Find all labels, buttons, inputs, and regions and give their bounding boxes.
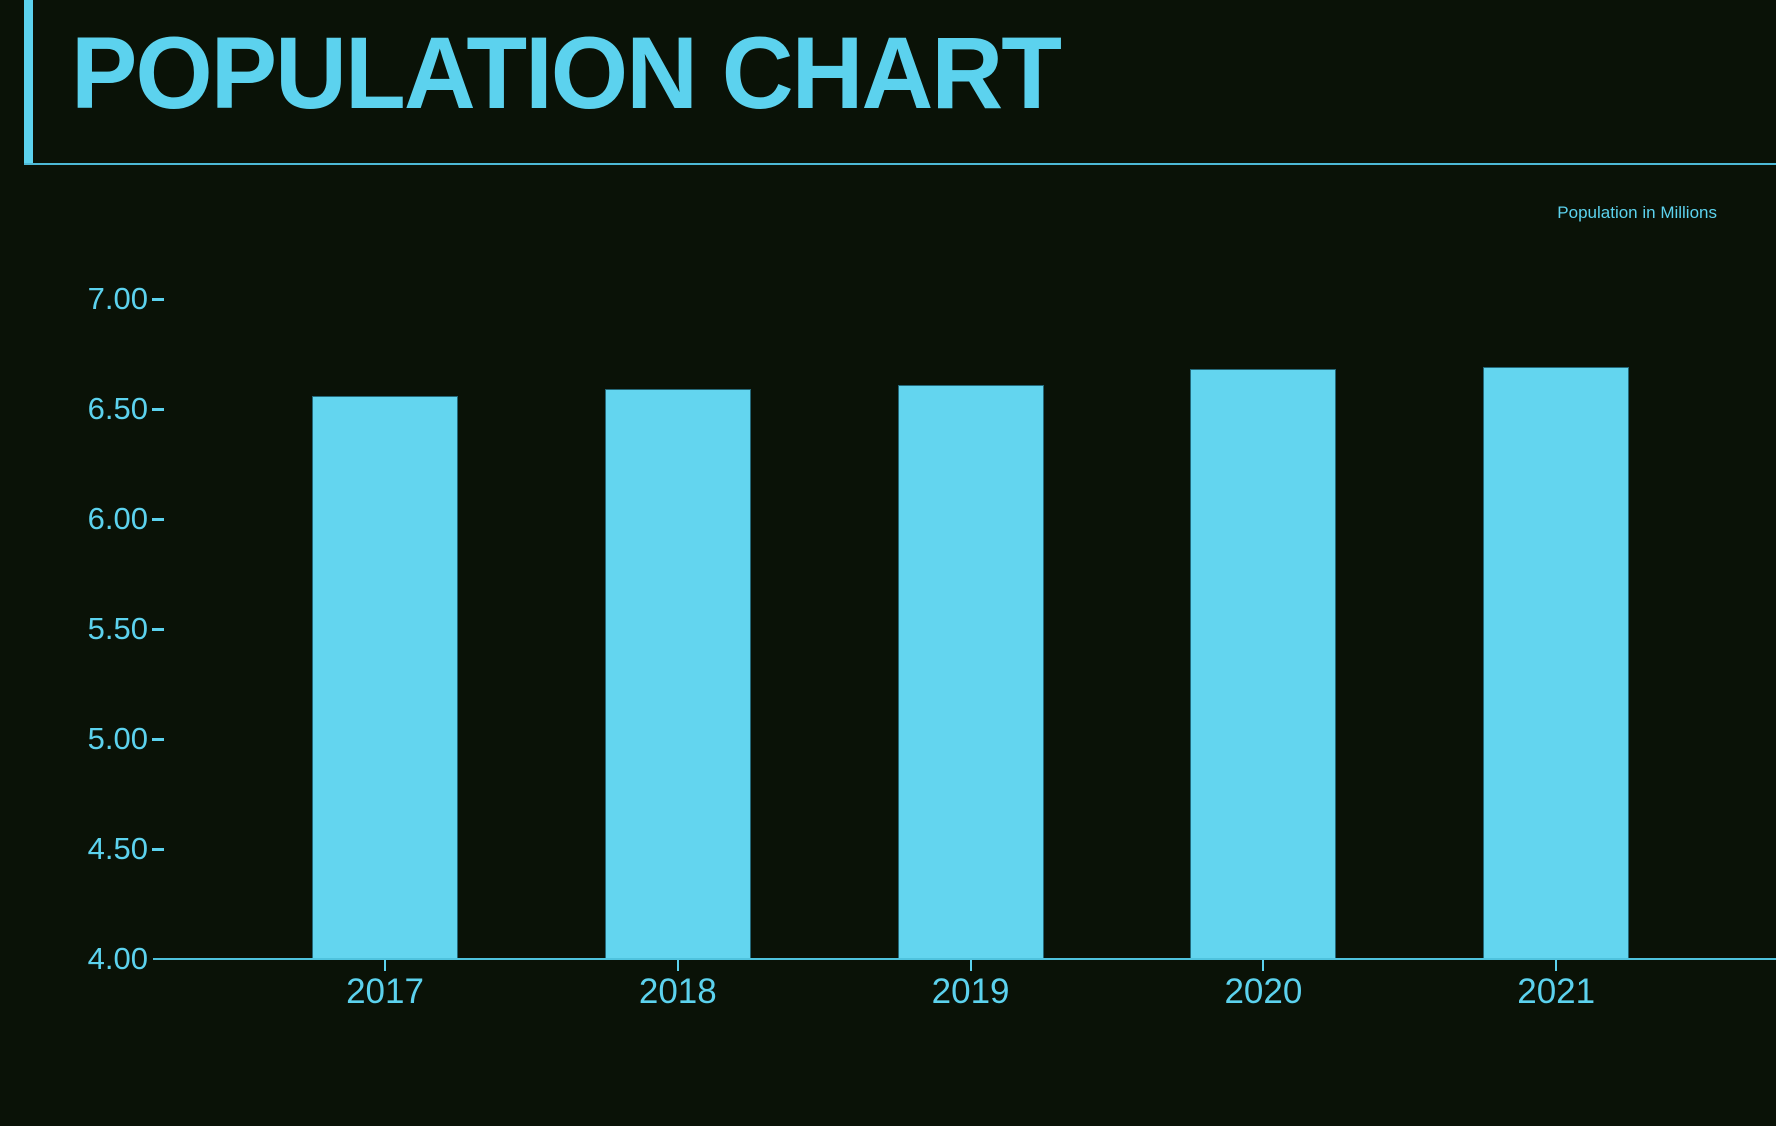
x-axis-tick-mark <box>676 960 679 971</box>
x-axis-label-2018: 2018 <box>638 972 717 1011</box>
bar-2018 <box>604 389 751 959</box>
x-axis-label-2020: 2020 <box>1224 972 1303 1011</box>
x-axis-tick-mark <box>384 960 386 971</box>
x-axis-label-2017: 2017 <box>346 972 424 1011</box>
bar-2020 <box>1190 369 1337 959</box>
x-axis-tick-mark <box>1555 960 1558 971</box>
y-axis-tick-label: 5.00 <box>87 721 148 756</box>
legend-label: Population in Millions <box>1557 203 1717 222</box>
title-accent-bar <box>24 0 33 165</box>
x-axis-tick-mark <box>969 960 972 971</box>
page-title: POPULATION CHART <box>71 16 1062 130</box>
x-axis-label-2021: 2021 <box>1517 972 1596 1011</box>
bar-2021 <box>1483 367 1630 959</box>
x-axis-label-2019: 2019 <box>931 972 1010 1011</box>
y-axis-tick-mark <box>152 737 164 741</box>
y-axis-tick-label: 4.50 <box>87 831 148 866</box>
bar-2019 <box>897 384 1044 959</box>
legend: Population in Millions <box>1557 203 1717 223</box>
y-axis-tick-mark <box>152 297 164 301</box>
x-axis-line <box>153 958 1776 960</box>
y-axis-tick-label: 4.00 <box>87 941 148 976</box>
y-axis-tick-label: 7.00 <box>87 281 148 316</box>
y-axis-tick-mark <box>152 627 164 631</box>
y-axis-tick-mark <box>152 407 164 411</box>
y-axis-tick-label: 6.00 <box>87 501 148 536</box>
bar-2017 <box>312 395 458 959</box>
header-divider <box>24 163 1776 165</box>
y-axis-tick-label: 5.50 <box>87 611 148 646</box>
y-axis-tick-mark <box>152 847 164 851</box>
x-axis-tick-mark <box>1262 960 1265 971</box>
y-axis-tick-label: 6.50 <box>87 391 148 426</box>
y-axis-tick-mark <box>152 517 164 521</box>
